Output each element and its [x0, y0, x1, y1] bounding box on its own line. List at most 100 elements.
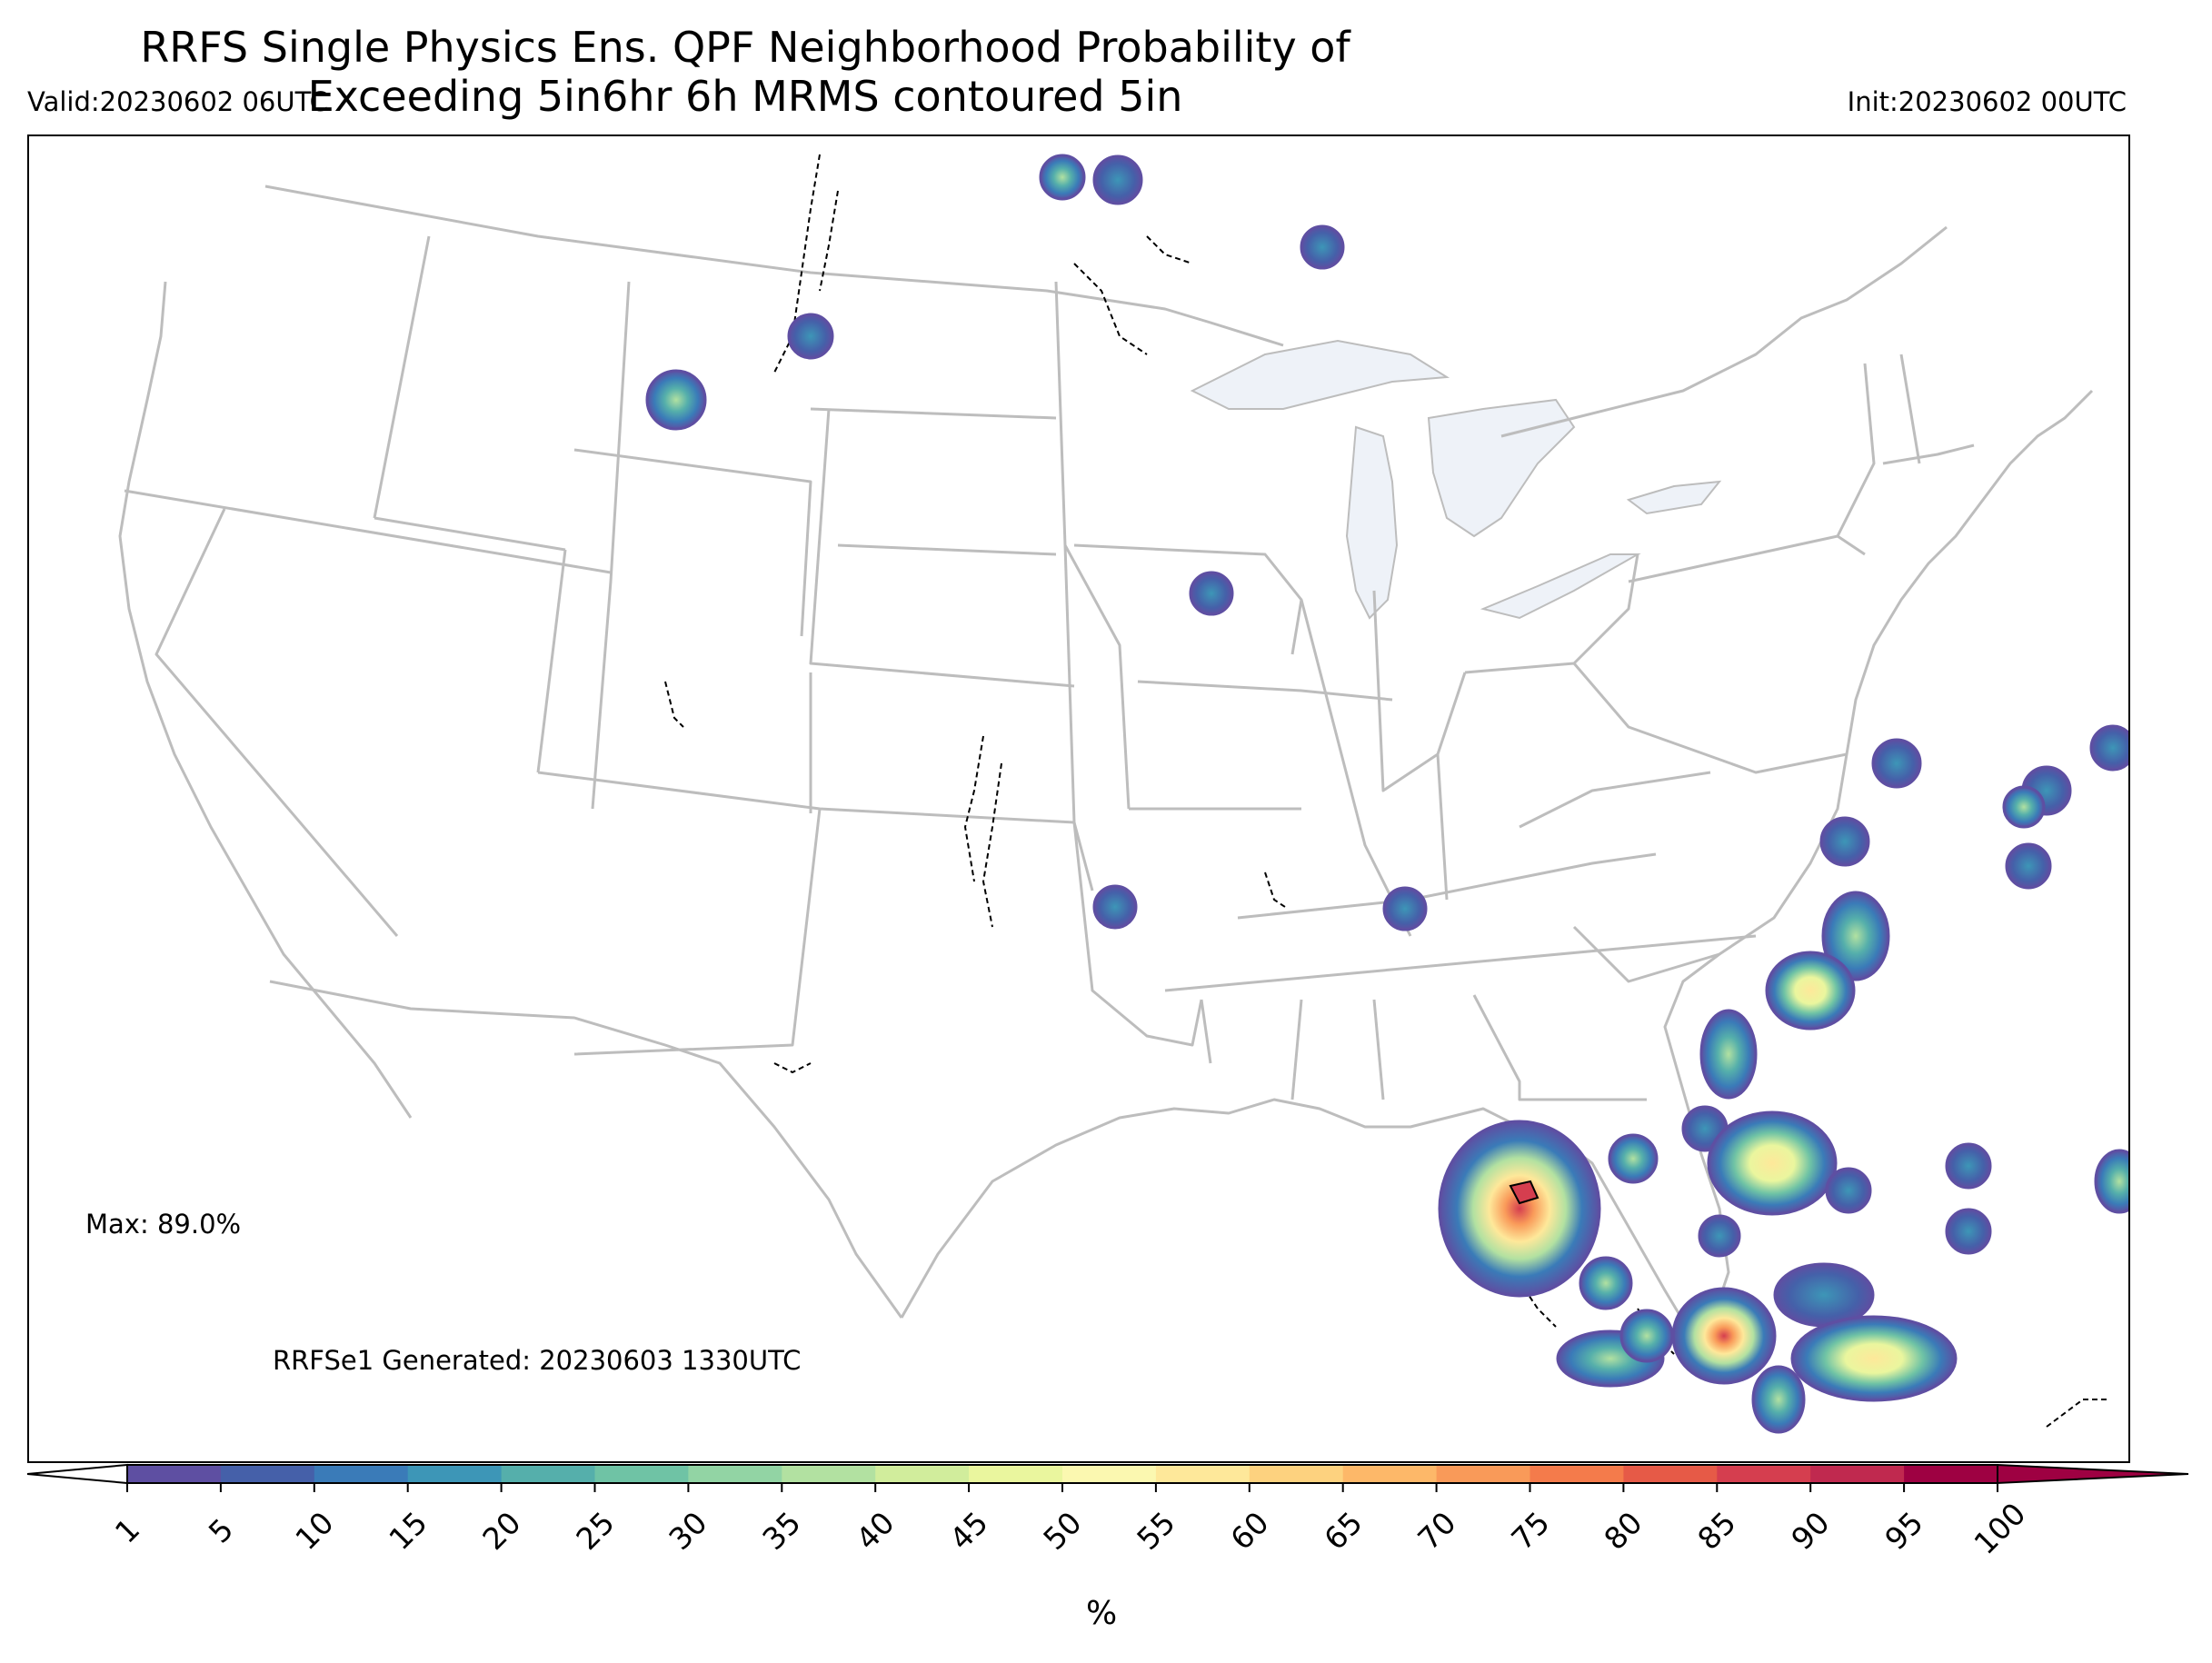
us-mexico-border	[269, 980, 903, 1319]
prob-blob-oklahoma	[1092, 884, 1138, 930]
state-line-11	[591, 281, 631, 810]
prob-blob-montana-north-2	[1092, 154, 1143, 205]
state-line-8	[573, 808, 822, 1056]
lakes	[1190, 339, 1722, 620]
state-line-16	[1072, 822, 1203, 1047]
lake-superior	[1190, 339, 1450, 410]
colorbar-segments	[127, 1465, 1998, 1483]
state-line-1	[124, 489, 612, 574]
prob-blob-atlantic-2	[2089, 724, 2128, 772]
gulf-coast	[900, 389, 2094, 1338]
prob-blob-ontario	[1300, 224, 1345, 270]
state-line-32	[1519, 771, 1711, 829]
prob-blob-nc-1	[1819, 816, 1870, 867]
state-line-14	[1054, 281, 1076, 823]
prob-blob-montana-north	[1039, 154, 1086, 201]
mrms-contours	[664, 154, 2110, 1428]
prob-blob-nd-border	[787, 313, 834, 360]
colorbar	[26, 1463, 2189, 1492]
boundaries	[118, 184, 2094, 1338]
state-line-18	[1137, 680, 1393, 702]
lake-michigan	[1345, 425, 1399, 620]
prob-blob-gulf-ne	[1438, 1120, 1601, 1298]
state-line-12	[810, 407, 1057, 420]
colorbar-segment	[1904, 1465, 1998, 1483]
colorbar-segment	[782, 1465, 876, 1483]
colorbar-segment	[501, 1465, 595, 1483]
canada-border-east	[1500, 225, 1948, 438]
prob-blob-straits	[1751, 1365, 1806, 1434]
colorbar-segment	[127, 1465, 222, 1483]
state-line-10	[809, 408, 1075, 688]
lake-ontario	[1626, 480, 1722, 515]
probability-field	[645, 154, 2128, 1434]
colorbar-segment	[1342, 1465, 1438, 1483]
colorbar-over-arrow	[1997, 1463, 2189, 1485]
map-title-line-1: RRFS Single Physics Ens. QPF Neighborhoo…	[140, 23, 1350, 72]
prob-blob-atl-fl	[1707, 1110, 1838, 1216]
colorbar-segment	[969, 1465, 1063, 1483]
prob-blob-nc-2	[1821, 891, 1890, 981]
state-line-21	[1164, 934, 1757, 992]
colorbar-tick-marks	[126, 1483, 1998, 1492]
state-line-35	[1882, 443, 1975, 465]
lake-erie	[1480, 553, 1641, 620]
state-line-22	[1200, 999, 1212, 1064]
prob-blob-ga-coast	[1699, 1009, 1758, 1100]
prob-blob-sw-florida	[1671, 1287, 1777, 1385]
state-line-2	[154, 508, 399, 937]
state-line-28	[1372, 590, 1467, 792]
prob-blob-gulf-e	[1579, 1256, 1633, 1310]
prob-blob-gulf-sw-2	[1619, 1309, 1674, 1363]
prob-blob-bahamas	[1790, 1315, 1958, 1402]
state-line-3	[373, 235, 431, 519]
colorbar-segment	[1623, 1465, 1718, 1483]
colorbar-segment	[1529, 1465, 1624, 1483]
state-line-23	[1237, 852, 1657, 920]
prob-blob-atlantic-7	[1945, 1208, 1992, 1255]
state-line-30	[1628, 534, 1866, 583]
colorbar-segment	[1155, 1465, 1250, 1483]
state-line-31	[1572, 662, 1848, 774]
colorbar-segment	[314, 1465, 409, 1483]
prob-blob-iowa	[1189, 571, 1234, 616]
colorbar-segment	[875, 1465, 970, 1483]
state-line-34	[1836, 363, 1876, 537]
generated-timestamp-label: RRFSe1 Generated: 20230603 1330UTC	[273, 1345, 802, 1376]
valid-time-label: Valid:20230602 06UTC	[27, 86, 328, 117]
map-title-line-2: Exceeding 5in6hr 6h MRMS contoured 5in	[307, 72, 1183, 121]
us-canada-border	[264, 184, 1284, 347]
state-line-36	[1899, 354, 1921, 464]
colorbar-units-label: %	[1086, 1595, 1118, 1632]
prob-blob-atlantic-6	[1945, 1142, 1992, 1190]
prob-blob-atlantic-5	[2005, 842, 2052, 890]
colorbar-segment	[594, 1465, 689, 1483]
state-line-20	[1300, 599, 1412, 937]
colorbar-segment	[1717, 1465, 1811, 1483]
coastline-west	[118, 281, 413, 1119]
map-panel: Max: 89.0% RRFSe1 Generated: 20230603 13…	[27, 134, 2130, 1463]
prob-blob-atlantic-4	[2002, 785, 2046, 829]
colorbar-under-arrow	[26, 1463, 128, 1485]
colorbar-segment	[220, 1465, 315, 1483]
prob-blob-atlantic-1	[1871, 738, 1922, 789]
prob-blob-montana-west	[645, 369, 707, 431]
colorbar-segment	[688, 1465, 782, 1483]
state-line-29	[1464, 553, 1639, 674]
colorbar-segment	[1436, 1465, 1530, 1483]
state-line-15	[1063, 544, 1131, 810]
state-line-25	[1372, 999, 1385, 1100]
colorbar-segment	[1249, 1465, 1344, 1483]
prob-blob-atlantic-8	[2094, 1149, 2128, 1214]
state-line-33	[1572, 925, 1720, 983]
lake-huron	[1427, 398, 1576, 538]
max-cell-marker	[1509, 1180, 1539, 1205]
prob-blob-tennessee	[1382, 886, 1428, 931]
prob-blob-fl-pan	[1608, 1133, 1659, 1184]
state-line-4	[374, 516, 566, 552]
state-line-24	[1290, 999, 1303, 1100]
max-value-label: Max: 89.0%	[85, 1209, 242, 1240]
colorbar-segment	[1062, 1465, 1157, 1483]
colorbar-segment	[1810, 1465, 1905, 1483]
state-line-6	[536, 549, 567, 773]
